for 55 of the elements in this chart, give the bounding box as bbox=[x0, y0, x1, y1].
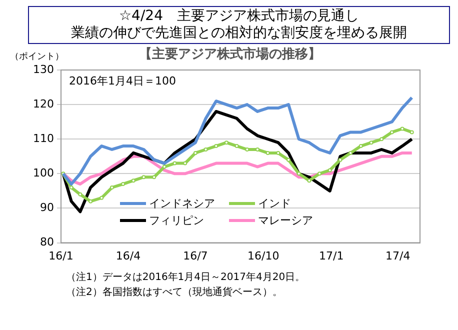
point bbox=[338, 158, 342, 162]
annotation: 2016年1月4日＝100 bbox=[68, 74, 176, 88]
point bbox=[183, 161, 188, 166]
chart-subtitle: 業績の伸びで先進国との相対的な割安度を埋める展開 bbox=[70, 25, 408, 42]
point bbox=[121, 182, 126, 186]
y-axis-title: （ポイント） bbox=[10, 51, 64, 63]
x-tick-label: 16/10 bbox=[248, 249, 280, 262]
text: （注1）データは2016年1月4日～2017年4月20日。 bbox=[66, 270, 306, 285]
x-tick-label: 16/7 bbox=[183, 249, 208, 262]
legend-label: インド bbox=[258, 196, 291, 211]
point bbox=[410, 130, 414, 134]
point bbox=[204, 147, 208, 152]
point bbox=[214, 144, 218, 148]
point bbox=[193, 150, 198, 155]
x-tick-label: 17/4 bbox=[385, 249, 410, 262]
point bbox=[234, 144, 239, 148]
point bbox=[348, 150, 353, 155]
y-tick-label: 110 bbox=[32, 132, 54, 145]
point bbox=[172, 161, 177, 166]
point bbox=[162, 164, 166, 169]
text: 【主要アジア株式市場の推移】 bbox=[138, 46, 322, 63]
point bbox=[286, 158, 291, 162]
point bbox=[358, 144, 363, 148]
point bbox=[307, 178, 312, 183]
point bbox=[318, 172, 322, 176]
x-tick-label: 17/1 bbox=[319, 249, 344, 262]
text: （注2）各国指数はすべて（現地通貨ベース）。 bbox=[66, 286, 284, 300]
point bbox=[110, 186, 114, 190]
y-tick-label: 120 bbox=[32, 97, 54, 110]
point bbox=[390, 130, 394, 134]
x-tick-label: 16/1 bbox=[48, 249, 74, 262]
legend-label: インドネシア bbox=[149, 196, 215, 211]
y-tick-label: 100 bbox=[32, 166, 54, 180]
point bbox=[100, 196, 104, 200]
point bbox=[400, 126, 404, 131]
point bbox=[131, 178, 136, 183]
chart-title: ☆4/24 主要アジア株式市場の見通し bbox=[118, 8, 360, 25]
legend-label: マレーシア bbox=[258, 213, 313, 228]
x-tick-label: 16/4 bbox=[116, 249, 141, 262]
point bbox=[276, 150, 280, 155]
point bbox=[266, 150, 270, 155]
y-tick-label: 80 bbox=[40, 236, 54, 249]
point bbox=[328, 168, 332, 172]
point bbox=[152, 175, 156, 180]
point bbox=[88, 199, 93, 204]
point bbox=[142, 175, 146, 180]
point bbox=[369, 140, 374, 145]
y-tick-label: 130 bbox=[32, 62, 54, 76]
point bbox=[296, 172, 301, 176]
point bbox=[224, 140, 228, 145]
y-tick-label: 90 bbox=[40, 201, 54, 214]
point bbox=[78, 192, 82, 196]
legend-label: フィリピン bbox=[149, 213, 204, 228]
point bbox=[69, 186, 74, 190]
point bbox=[380, 137, 384, 142]
